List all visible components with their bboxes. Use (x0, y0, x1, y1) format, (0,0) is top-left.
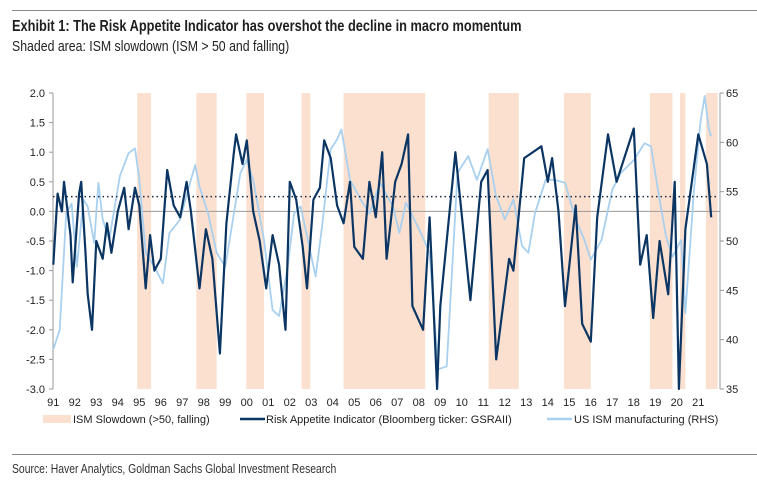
x-tick-label: 17 (606, 397, 618, 409)
legend-label-ism: US ISM manufacturing (RHS) (574, 414, 718, 426)
shaded-period (649, 93, 673, 389)
risk-appetite-line (52, 127, 713, 391)
x-tick-label: 14 (542, 397, 554, 409)
left-tick-label: -0.5 (26, 236, 45, 248)
right-tick-label: 35 (726, 384, 738, 396)
chart-subtitle: Shaded area: ISM slowdown (ISM > 50 and … (12, 38, 290, 55)
left-tick-label: 1.5 (30, 118, 45, 130)
right-tick-label: 50 (726, 236, 738, 248)
x-tick-label: 10 (456, 397, 468, 409)
left-tick-label: 1.0 (30, 147, 45, 159)
x-tick-label: 18 (628, 397, 640, 409)
right-tick-label: 40 (726, 335, 738, 347)
x-tick-label: 16 (585, 397, 597, 409)
right-tick-label: 60 (726, 137, 738, 149)
x-tick-label: 99 (219, 397, 231, 409)
right-tick-label: 45 (726, 285, 738, 297)
x-tick-label: 19 (649, 397, 661, 409)
left-tick-label: -2.5 (26, 354, 45, 366)
left-tick-label: 2.0 (30, 88, 45, 100)
x-tick-label: 97 (176, 397, 188, 409)
x-tick-label: 92 (69, 397, 81, 409)
chart: 2.0 1.5 1.0 0.5 0.0 -0.5 -1.0 -1.5 -2.0 -2.5 -3.0 6… (26, 88, 738, 426)
shaded-period (488, 93, 519, 389)
chart-title: Exhibit 1: The Risk Appetite Indicator h… (12, 18, 522, 35)
x-tick-label: 94 (112, 397, 124, 409)
x-tick-label: 06 (370, 397, 382, 409)
x-tick-label: 09 (434, 397, 446, 409)
left-tick-label: -1.0 (26, 266, 45, 278)
x-tick-label: 01 (262, 397, 274, 409)
ism-line (52, 95, 713, 371)
shaded-period (301, 93, 311, 389)
x-tick-label: 91 (47, 397, 59, 409)
right-tick-label: 65 (726, 88, 738, 100)
legend-swatch-shaded (43, 415, 71, 423)
left-tick-label: -1.5 (26, 295, 45, 307)
x-tick-label: 00 (241, 397, 253, 409)
x-tick-label: 95 (133, 397, 145, 409)
x-tick-label: 07 (391, 397, 403, 409)
x-tick-label: 02 (284, 397, 296, 409)
x-tick-label: 05 (348, 397, 360, 409)
left-tick-label: -3.0 (26, 384, 45, 396)
left-tick-label: 0.5 (30, 177, 45, 189)
x-tick-label: 98 (198, 397, 210, 409)
left-tick-label: 0.0 (30, 206, 45, 218)
x-tick-label: 03 (305, 397, 317, 409)
left-tick-label: -2.0 (26, 325, 45, 337)
shaded-period (343, 93, 426, 389)
x-tick-label: 08 (413, 397, 425, 409)
x-tick-label: 11 (478, 397, 489, 409)
legend-label-rai: Risk Appetite Indicator (Bloomberg ticke… (266, 414, 512, 426)
x-tick-label: 04 (327, 397, 339, 409)
shaded-period (680, 93, 686, 389)
x-tick-label: 15 (563, 397, 575, 409)
x-tick-label: 12 (499, 397, 511, 409)
x-tick-label: 21 (692, 397, 704, 409)
x-tick-label: 93 (90, 397, 102, 409)
x-tick-label: 96 (155, 397, 167, 409)
shaded-period (196, 93, 217, 389)
right-tick-label: 55 (726, 187, 738, 199)
x-tick-label: 13 (520, 397, 532, 409)
source-note: Source: Haver Analytics, Goldman Sachs G… (12, 461, 337, 476)
bottom-rule (12, 454, 757, 455)
top-rule (12, 10, 757, 11)
legend-label-shaded: ISM Slowdown (>50, falling) (73, 414, 210, 426)
x-tick-label: 20 (671, 397, 683, 409)
shaded-period (705, 93, 718, 389)
shaded-period (246, 93, 264, 389)
